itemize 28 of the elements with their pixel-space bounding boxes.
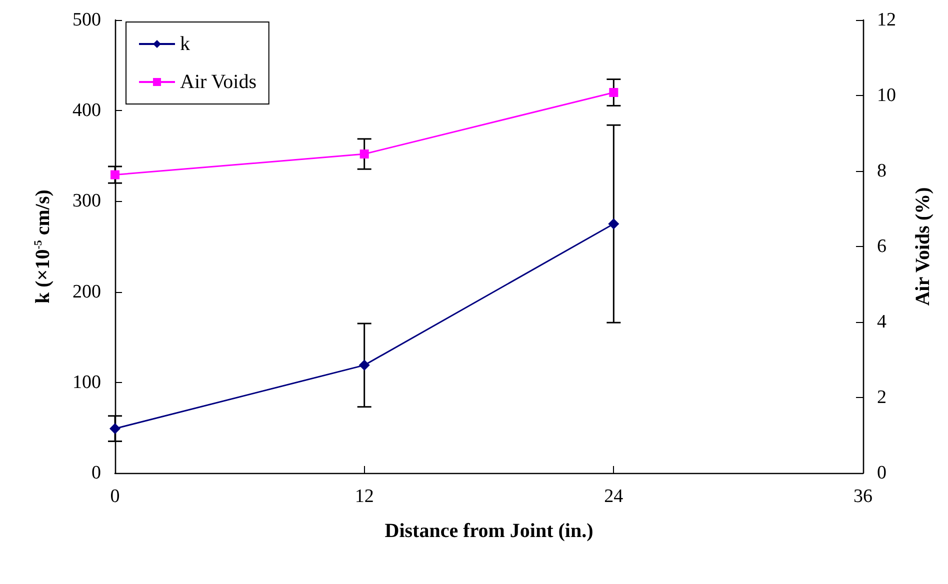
y-tick-label: 0 [92, 462, 101, 484]
x-tick-label: 0 [110, 486, 120, 507]
point [360, 150, 369, 159]
y2-tick-label: 8 [877, 160, 886, 182]
y2-tick-label: 4 [877, 312, 887, 332]
point [609, 88, 618, 97]
x-axis-title: Distance from Joint (in.) [384, 520, 594, 542]
y-tick-label: 500 [72, 10, 101, 30]
point [608, 218, 620, 230]
y2-tick-label: 12 [877, 10, 896, 30]
point [110, 423, 120, 434]
y2-tick-label: 6 [877, 236, 886, 257]
y-tick-label: 200 [72, 281, 101, 302]
y-axis-title: k (×10-5 cm/s) [32, 190, 54, 304]
x-tick-label: 12 [354, 486, 374, 507]
point [358, 360, 370, 371]
y2-tick-label: 0 [877, 462, 886, 484]
y2-tick-label: 10 [877, 85, 896, 106]
y2-tick-label: 2 [877, 387, 886, 408]
y-tick-label: 400 [72, 100, 101, 122]
legend-label: Air Voids [180, 71, 257, 93]
x-tick-label: 24 [604, 486, 624, 507]
y-tick-label: 300 [72, 190, 101, 212]
point [110, 170, 120, 180]
y-tick-label: 100 [72, 372, 101, 393]
x-tick-label: 36 [854, 486, 872, 507]
legend-label: k [180, 33, 190, 55]
y2-axis-title: Air Voids (%) [912, 187, 934, 306]
